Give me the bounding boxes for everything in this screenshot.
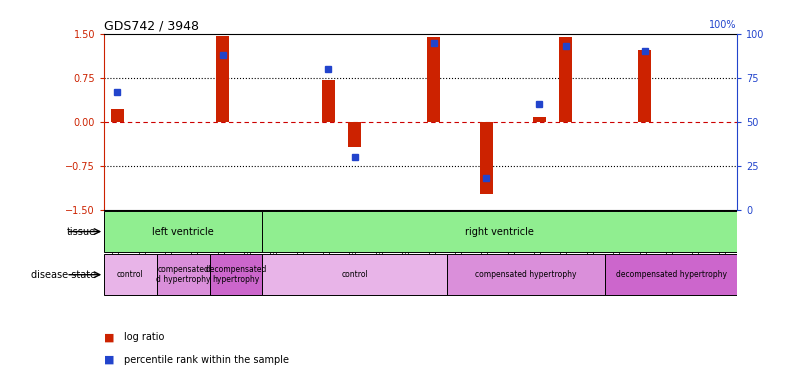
Bar bbox=[322, 80, 335, 122]
Bar bbox=[480, 122, 493, 194]
Text: ■: ■ bbox=[104, 333, 115, 342]
Bar bbox=[263, 254, 447, 296]
Bar bbox=[427, 37, 441, 122]
Text: 100%: 100% bbox=[710, 20, 737, 30]
Text: disease state: disease state bbox=[31, 270, 96, 280]
Bar bbox=[157, 254, 210, 296]
Text: percentile rank within the sample: percentile rank within the sample bbox=[124, 355, 289, 365]
Text: GDS742 / 3948: GDS742 / 3948 bbox=[104, 20, 199, 33]
Text: log ratio: log ratio bbox=[124, 333, 164, 342]
Text: right ventricle: right ventricle bbox=[465, 226, 534, 237]
Bar bbox=[216, 36, 229, 122]
Text: compensated hypertrophy: compensated hypertrophy bbox=[475, 270, 577, 279]
Bar bbox=[104, 254, 157, 296]
Bar bbox=[210, 254, 263, 296]
Text: left ventricle: left ventricle bbox=[152, 226, 214, 237]
Text: compensated
d hypertrophy: compensated d hypertrophy bbox=[156, 265, 211, 284]
Bar bbox=[447, 254, 605, 296]
Bar bbox=[605, 254, 737, 296]
Text: decompensated
hypertrophy: decompensated hypertrophy bbox=[205, 265, 267, 284]
Text: control: control bbox=[117, 270, 144, 279]
Text: decompensated hypertrophy: decompensated hypertrophy bbox=[615, 270, 727, 279]
Bar bbox=[104, 211, 263, 252]
Text: ■: ■ bbox=[104, 355, 115, 365]
Bar bbox=[111, 109, 124, 122]
Bar bbox=[348, 122, 361, 147]
Text: control: control bbox=[341, 270, 368, 279]
Bar bbox=[559, 37, 572, 122]
Bar bbox=[533, 117, 545, 122]
Text: tissue: tissue bbox=[67, 226, 96, 237]
Bar bbox=[638, 50, 651, 122]
Bar bbox=[263, 211, 737, 252]
